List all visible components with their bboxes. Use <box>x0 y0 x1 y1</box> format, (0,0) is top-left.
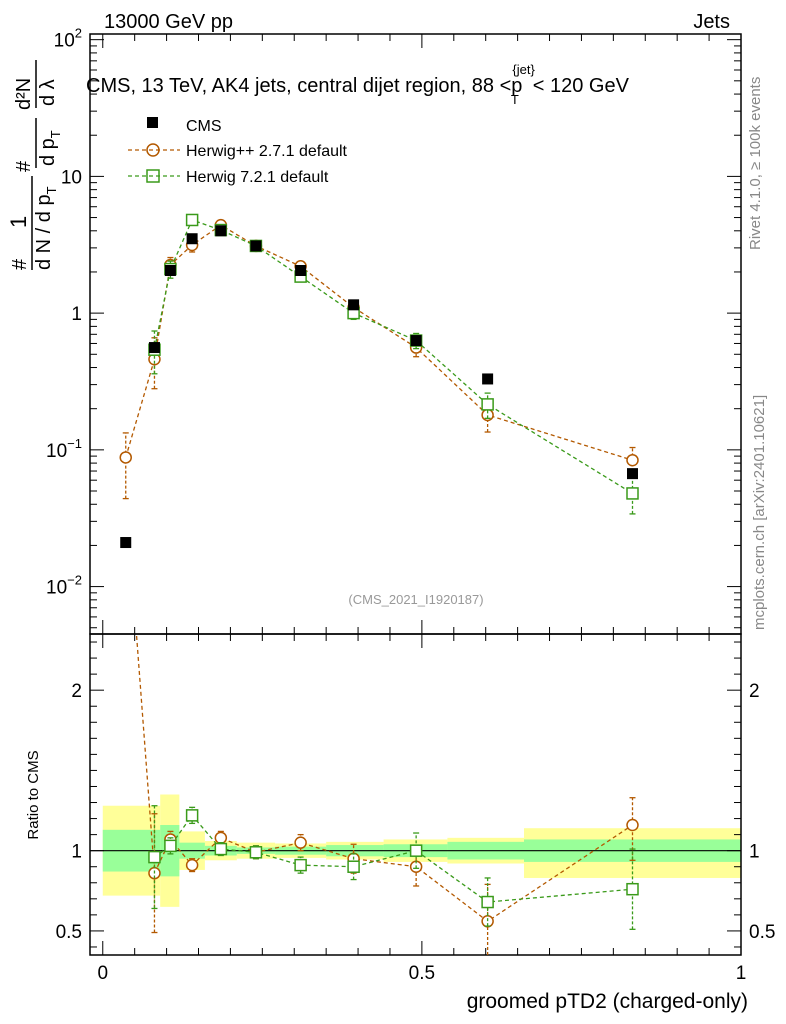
x-tick-label: 0 <box>97 963 108 984</box>
x-tick-label: 1 <box>736 963 747 984</box>
ratio-point <box>347 860 360 873</box>
title-sup: {jet} <box>512 62 535 77</box>
cms-data-point <box>186 233 198 245</box>
series-line-2 <box>153 219 633 494</box>
legend-herwigpp-label: Herwig++ 2.7.1 default <box>186 143 348 160</box>
y-tick-label: 10 <box>61 167 82 188</box>
ratio-point <box>185 858 199 872</box>
ratio-point <box>214 831 228 845</box>
cms-data-point <box>348 299 360 311</box>
data-point <box>481 398 494 411</box>
ratio-point <box>481 895 494 909</box>
series-line-1 <box>125 224 633 461</box>
ylabel-den: d N / d pT <box>33 186 59 270</box>
ratio-point <box>214 842 228 856</box>
mcplots-label: mcplots.cern.ch [arXiv:2401.10621] <box>751 395 768 630</box>
cms-data-point <box>410 335 422 347</box>
ratio-point <box>164 839 177 853</box>
ratio-point <box>294 836 307 849</box>
ratio-point <box>294 858 307 872</box>
ratio-series-line-1 <box>153 824 633 923</box>
data-point <box>185 213 199 227</box>
title-main: CMS, 13 TeV, AK4 jets, central dijet reg… <box>86 75 522 97</box>
main-panel: 10−2 10−1 1 10 102 <box>46 26 742 635</box>
ratio-point <box>409 844 423 857</box>
cms-data-point <box>482 373 494 385</box>
ratio-y-tick-label-right: 1 <box>749 842 760 863</box>
x-tick-label: 0.5 <box>409 963 435 984</box>
legend-cms-marker <box>147 117 158 128</box>
ylabel-den2-sub: T <box>48 130 63 138</box>
legend-herwigpp-marker <box>146 143 160 157</box>
ylabel-den3: d λ <box>37 79 59 106</box>
ratio-overflow-line <box>135 635 156 874</box>
legend: CMS Herwig++ 2.7.1 default Herwig 7.2.1 … <box>128 117 348 186</box>
ratio-point <box>185 809 199 822</box>
x-axis-label: groomed pTD2 (charged-only) <box>467 990 748 1013</box>
ratio-panel: 0.5 0.51 12 20 0.5 1 <box>56 633 775 984</box>
ratio-y-tick-label: 2 <box>71 681 82 702</box>
chart-title: CMS, 13 TeV, AK4 jets, central dijet reg… <box>86 62 630 107</box>
ratio-y-tick-label-right: 2 <box>749 681 760 702</box>
legend-cms-label: CMS <box>186 118 222 135</box>
cms-data-point <box>295 264 307 276</box>
ylabel-den2: d pT <box>37 130 63 166</box>
ylabel-hash: # <box>9 258 31 270</box>
title-sub: T <box>511 92 519 107</box>
ratio-y-tick-label-right: 0.5 <box>749 922 775 943</box>
cms-data-point <box>120 537 132 549</box>
ylabel-den2-text: d p <box>37 138 59 166</box>
data-point <box>119 451 132 464</box>
ratio-point <box>148 850 161 864</box>
header-energy: 13000 GeV pp <box>104 11 233 33</box>
cms-data-point <box>148 342 160 354</box>
legend-herwig7-marker <box>146 169 160 183</box>
ylabel-den-text: d N / d p <box>33 194 55 270</box>
ratio-ylabel: Ratio to CMS <box>25 750 42 839</box>
ratio-frame <box>89 633 742 956</box>
ratio-y-tick-label: 1 <box>71 842 82 863</box>
ylabel-hash2: # <box>13 160 35 172</box>
cms-data-point <box>215 225 227 237</box>
ratio-y-tick-label: 0.5 <box>56 922 82 943</box>
ratio-point <box>626 818 639 832</box>
title-tail: < 120 GeV <box>533 75 630 97</box>
legend-herwig7-label: Herwig 7.2.1 default <box>186 169 329 186</box>
ylabel-num3: d²N <box>13 78 35 110</box>
ratio-point <box>626 882 639 896</box>
cms-data-point <box>164 264 176 276</box>
cms-data-point <box>627 468 638 480</box>
main-ylabel: # 1 d N / d pT # d pT d²N d λ <box>6 60 63 270</box>
cms-data-point <box>250 240 262 252</box>
y-tick-label: 1 <box>71 304 82 325</box>
y-tick-label: 10−2 <box>46 573 82 599</box>
ylabel-den-sub: T <box>44 186 59 194</box>
data-point <box>626 453 639 467</box>
ylabel-one: 1 <box>6 216 31 228</box>
analysis-watermark: (CMS_2021_I1920187) <box>348 592 483 607</box>
y-tick-label: 102 <box>54 26 82 52</box>
data-point <box>626 487 639 500</box>
header-process: Jets <box>693 11 730 33</box>
ratio-point <box>249 846 263 859</box>
rivet-label: Rivet 4.1.0, ≥ 100k events <box>747 77 764 250</box>
ratio-series-line-2 <box>154 814 633 903</box>
y-tick-label: 10−1 <box>46 436 82 462</box>
